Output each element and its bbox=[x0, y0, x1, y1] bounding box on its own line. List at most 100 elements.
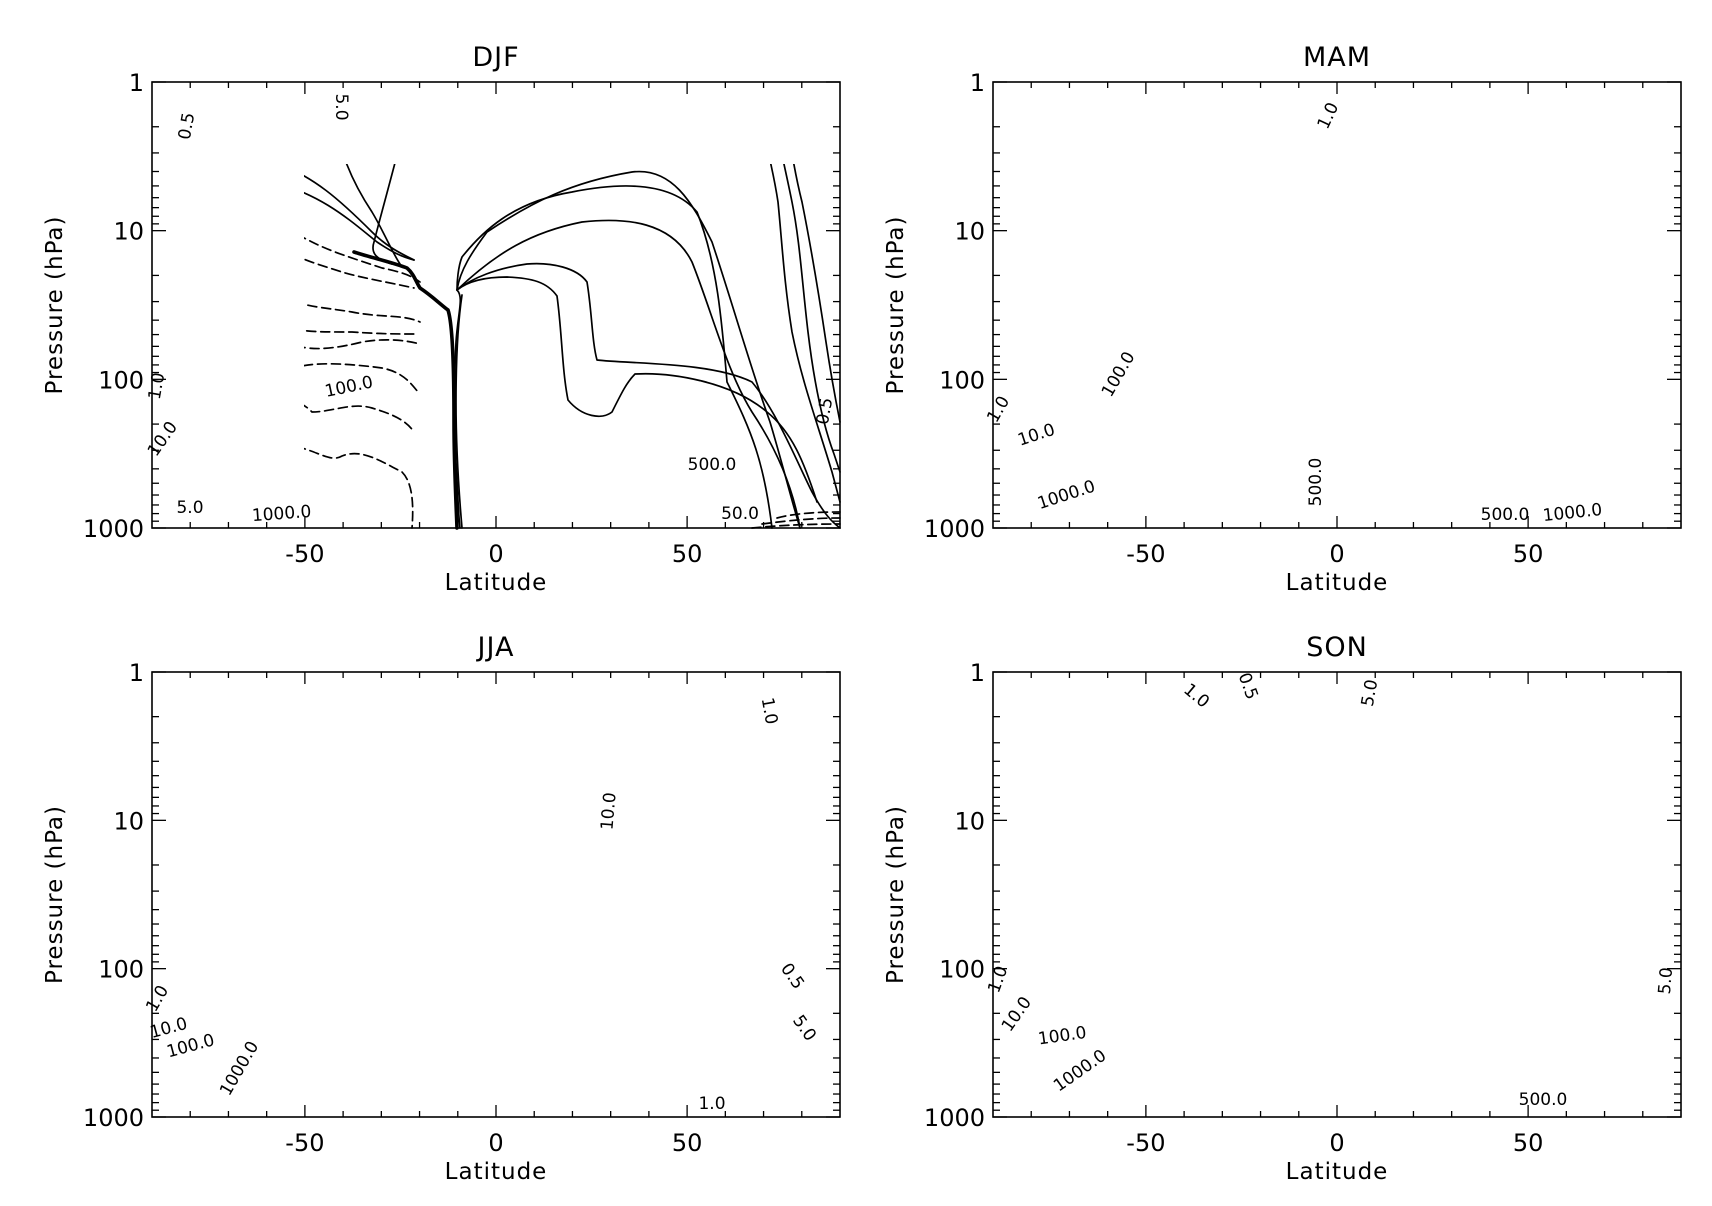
y-tick-label: 1000 bbox=[924, 515, 985, 543]
negative-contour bbox=[152, 310, 414, 372]
panel-title: DJF bbox=[472, 42, 519, 73]
contour-label: 1.0 bbox=[1314, 99, 1344, 132]
positive-contour bbox=[1345, 222, 1633, 482]
negative-contour bbox=[993, 122, 1053, 232]
positive-contour bbox=[1349, 952, 1553, 1051]
negative-contour bbox=[777, 512, 840, 518]
positive-contour bbox=[562, 971, 708, 1051]
positive-contour bbox=[562, 955, 737, 1061]
negative-contour bbox=[168, 672, 180, 991]
negative-contour bbox=[152, 322, 222, 352]
contour-label: 5.0 bbox=[1358, 678, 1382, 708]
negative-contour bbox=[1038, 82, 1053, 192]
positive-contour bbox=[1349, 754, 1653, 1117]
contour-label: 1.0 bbox=[983, 393, 1014, 426]
contour-label: 0.5 bbox=[813, 396, 837, 426]
contour-label: 5.0 bbox=[176, 498, 203, 518]
negative-contour bbox=[152, 234, 414, 302]
x-tick-label: -50 bbox=[1126, 540, 1165, 568]
y-axis-label: Pressure (hPa) bbox=[883, 216, 909, 395]
negative-contour bbox=[1173, 394, 1328, 452]
contour-label: 0.5 bbox=[1234, 670, 1262, 702]
contour-label: 10.0 bbox=[144, 418, 182, 460]
negative-contour bbox=[993, 450, 1193, 482]
positive-contour bbox=[230, 82, 414, 260]
positive-contour bbox=[993, 1099, 1021, 1117]
positive-contour bbox=[1345, 312, 1613, 462]
x-tick-label: 50 bbox=[1513, 540, 1544, 568]
positive-contour bbox=[1293, 672, 1347, 981]
contour-label: 1.0 bbox=[145, 371, 169, 401]
panel-djf: 0.5 5.0 1.0 10.0 100.0 1000.0 500.0 5.0 50.0 0.5 D… bbox=[42, 42, 840, 596]
x-tick-label: -50 bbox=[285, 540, 324, 568]
y-tick-label: 1 bbox=[129, 659, 144, 687]
negative-contour bbox=[1143, 351, 1338, 422]
x-tick-label: 0 bbox=[488, 540, 503, 568]
contour-label: 1.0 bbox=[1179, 680, 1213, 713]
y-tick-label: 1000 bbox=[924, 1104, 985, 1132]
y-tick-label: 10 bbox=[113, 807, 144, 835]
negative-contour bbox=[999, 672, 1015, 941]
positive-contour bbox=[152, 1107, 172, 1117]
plot-frame bbox=[992, 81, 1682, 529]
positive-contour bbox=[1333, 82, 1363, 382]
contour-lines bbox=[993, 82, 1681, 528]
positive-contour bbox=[582, 1092, 615, 1106]
negative-contour bbox=[1593, 512, 1681, 518]
negative-contour bbox=[232, 926, 526, 1001]
negative-contour bbox=[192, 1070, 342, 1117]
x-axis-label: Latitude bbox=[1286, 570, 1389, 596]
positive-contour bbox=[457, 220, 800, 528]
y-tick-label: 100 bbox=[939, 956, 985, 984]
negative-contour bbox=[152, 212, 420, 282]
contour-label: 1000.0 bbox=[1050, 1046, 1110, 1097]
negative-contour bbox=[192, 364, 418, 422]
positive-contour bbox=[1345, 99, 1681, 528]
negative-contour bbox=[222, 400, 414, 462]
negative-contour bbox=[1011, 672, 1033, 911]
positive-contour bbox=[1667, 672, 1681, 911]
x-axis-label: Latitude bbox=[445, 570, 548, 596]
positive-contour bbox=[457, 186, 772, 528]
positive-contour bbox=[1345, 672, 1383, 941]
x-tick-label: 50 bbox=[672, 540, 703, 568]
negative-contour bbox=[1193, 1059, 1333, 1091]
negative-contour bbox=[1093, 730, 1339, 962]
positive-contour bbox=[993, 1091, 1043, 1117]
positive-contour bbox=[782, 82, 840, 422]
negative-contour bbox=[502, 931, 534, 1051]
y-tick-label: 10 bbox=[954, 218, 985, 246]
y-tick-label: 10 bbox=[954, 807, 985, 835]
contour-label: 100.0 bbox=[1037, 1023, 1088, 1050]
contour-label: 1000.0 bbox=[216, 1038, 263, 1100]
positive-contour bbox=[1330, 82, 1358, 402]
contour-label: 5.0 bbox=[331, 93, 351, 120]
zero-contour bbox=[354, 252, 457, 528]
x-axis-label: Latitude bbox=[1286, 1159, 1389, 1185]
contour-label: 50.0 bbox=[721, 504, 759, 524]
x-tick-label: 50 bbox=[672, 1129, 703, 1157]
negative-contour bbox=[207, 672, 244, 1001]
y-tick-label: 1 bbox=[970, 69, 985, 97]
positive-contour bbox=[1345, 119, 1681, 528]
negative-contour bbox=[176, 672, 200, 971]
negative-contour bbox=[672, 672, 732, 911]
negative-contour bbox=[1103, 1037, 1333, 1081]
zero-contour bbox=[560, 869, 840, 1113]
negative-contour bbox=[226, 672, 294, 1001]
positive-contour bbox=[576, 1085, 624, 1111]
positive-contour bbox=[1638, 672, 1681, 1101]
panel-title: MAM bbox=[1303, 42, 1371, 73]
contour-label: 500.0 bbox=[688, 455, 737, 475]
positive-contour bbox=[373, 82, 414, 264]
negative-contour bbox=[762, 518, 840, 524]
x-tick-label: 0 bbox=[488, 1129, 503, 1157]
negative-contour bbox=[1073, 951, 1323, 1021]
negative-contour bbox=[1093, 190, 1338, 372]
negative-contour bbox=[172, 446, 413, 528]
plot-frame bbox=[151, 81, 841, 529]
positive-contour bbox=[562, 971, 648, 1021]
x-tick-label: -50 bbox=[285, 1129, 324, 1157]
